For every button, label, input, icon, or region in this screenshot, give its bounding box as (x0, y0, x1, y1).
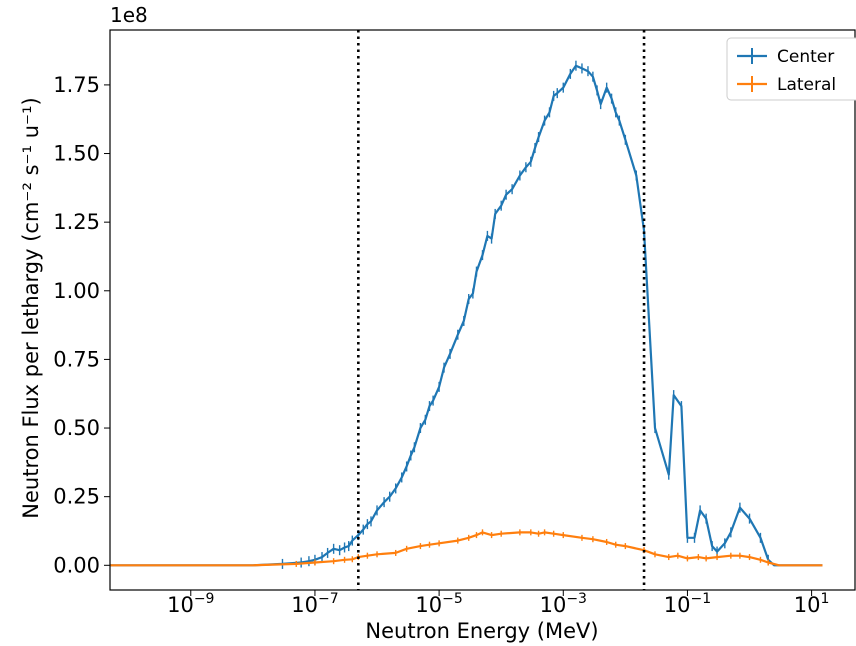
x-axis-label: Neutron Energy (MeV) (365, 619, 598, 643)
y-tick-label: 1.25 (53, 210, 100, 234)
y-tick-label: 0.00 (53, 553, 100, 577)
legend: Center Lateral (726, 37, 856, 101)
reference-lines (357, 30, 646, 590)
y-tick-label: 0.75 (53, 347, 100, 371)
x-tick-label: 10−1 (664, 591, 711, 617)
x-tick-label: 101 (794, 591, 830, 617)
x-tick-label: 10−3 (540, 591, 587, 617)
y-axis-label: Neutron Flux per lethargy (cm⁻² s⁻¹ u⁻¹) (19, 97, 43, 518)
y-tick-label: 1.75 (53, 73, 100, 97)
legend-label: Lateral (777, 75, 836, 95)
plot-frame (109, 29, 856, 591)
x-axis-ticks: 10−9 10−7 10−5 10−3 10−1 101 (167, 590, 829, 617)
y-axis-ticks: 0.00 0.25 0.50 0.75 1.00 1.25 1.50 1.75 (53, 73, 110, 577)
y-tick-label: 0.50 (53, 416, 100, 440)
plot-area (110, 30, 855, 590)
x-tick-label: 10−5 (415, 591, 462, 617)
y-tick-label: 1.00 (53, 279, 100, 303)
y-tick-label: 0.25 (53, 485, 100, 509)
y-tick-label: 1.50 (53, 142, 100, 166)
y-offset-label: 1e8 (110, 3, 148, 27)
x-tick-label: 10−9 (167, 591, 214, 617)
legend-label: Center (777, 47, 834, 67)
x-tick-label: 10−7 (291, 591, 338, 617)
